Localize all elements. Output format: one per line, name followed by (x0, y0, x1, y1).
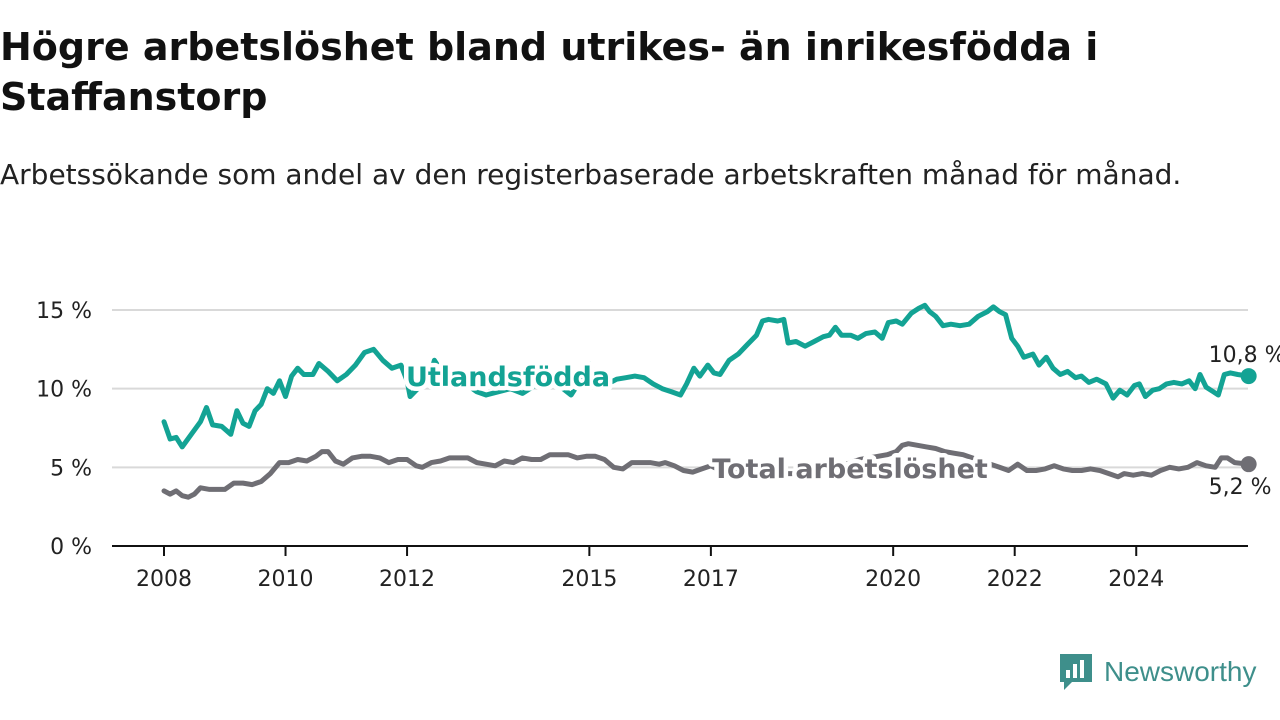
series-lines (161, 302, 1257, 500)
brand-name: Newsworthy (1104, 656, 1257, 687)
end-value-label-total: 5,2 % (1209, 475, 1272, 500)
series-line-utlandsfodda (161, 302, 1252, 450)
x-tick-label-2024: 2024 (1108, 567, 1164, 592)
series-labels: 10,8 %5,2 %UtlandsföddaUtlandsföddaTotal… (401, 343, 1280, 500)
y-tick-label-10: 10 % (36, 378, 92, 403)
x-tick-label-2022: 2022 (987, 567, 1043, 592)
x-axis: 2008 2010 2012 2015 2017 2020 2022 2024 (112, 545, 1248, 592)
series-name-halo-total: Total arbetslöshet (712, 454, 988, 485)
x-tick-label-2008: 2008 (136, 567, 192, 592)
series-name-halo-utlandsfodda: Utlandsfödda (406, 362, 610, 393)
newsworthy-logo-icon (1060, 654, 1092, 690)
end-value-label-utlandsfodda: 10,8 % (1209, 343, 1280, 368)
x-tick-label-2020: 2020 (865, 567, 921, 592)
y-axis-ticks: 0 % 5 % 10 % 15 % (36, 299, 92, 560)
series-line-total (161, 441, 1252, 500)
x-tick-label-2015: 2015 (561, 567, 617, 592)
series-name-label-utlandsfodda: Utlandsfödda (406, 362, 610, 393)
x-tick-label-2017: 2017 (683, 567, 739, 592)
end-point-utlandsfodda (1240, 368, 1257, 385)
x-tick-label-2012: 2012 (379, 567, 435, 592)
end-point-total (1240, 456, 1257, 473)
x-tick-label-2010: 2010 (258, 567, 314, 592)
y-tick-label-15: 15 % (36, 299, 92, 324)
series-name-label-total: Total arbetslöshet (712, 454, 988, 485)
brand-logo: Newsworthy (1058, 652, 1256, 692)
y-tick-label-5: 5 % (50, 456, 92, 481)
y-tick-label-0: 0 % (50, 535, 92, 560)
chart-subtitle: Arbetssökande som andel av den registerb… (0, 158, 1182, 191)
chart-title: Högre arbetslöshet bland utrikes- än inr… (0, 25, 1099, 119)
